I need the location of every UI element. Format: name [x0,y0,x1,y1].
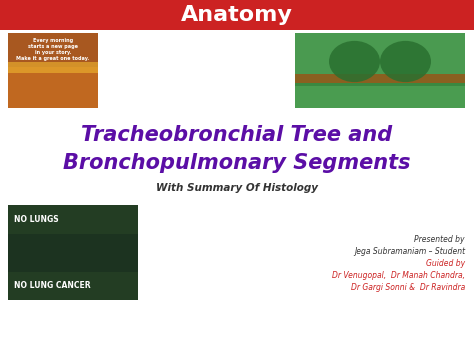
Bar [295,33,465,108]
Text: Guided by: Guided by [426,260,465,268]
Text: NO LUNG CANCER: NO LUNG CANCER [14,282,91,290]
Text: Every morning
starts a new page
in your story.
Make it a great one today.: Every morning starts a new page in your … [17,38,90,61]
Text: Presented by: Presented by [414,235,465,245]
Bar [8,61,98,73]
Bar [8,234,138,272]
Text: Dr Gargi Sonni &  Dr Ravindra: Dr Gargi Sonni & Dr Ravindra [351,284,465,293]
Text: Dr Venugopal,  Dr Manah Chandra,: Dr Venugopal, Dr Manah Chandra, [332,272,465,280]
Bar [295,74,465,83]
Text: With Summary Of Histology: With Summary Of Histology [156,183,318,193]
Text: NO LUNGS: NO LUNGS [14,214,59,224]
Text: Tracheobronchial Tree and: Tracheobronchial Tree and [82,125,392,145]
Bar [8,33,98,67]
Bar [8,205,138,300]
Ellipse shape [380,41,431,82]
Text: Anatomy: Anatomy [181,5,293,25]
Bar [8,205,138,300]
Bar [0,0,474,30]
Bar [295,86,465,108]
Bar [295,74,465,108]
Bar [8,67,98,108]
Ellipse shape [329,41,380,82]
Bar [8,33,98,108]
Text: Jega Subramaniam – Student: Jega Subramaniam – Student [354,247,465,257]
Text: Bronchopulmonary Segments: Bronchopulmonary Segments [63,153,411,173]
